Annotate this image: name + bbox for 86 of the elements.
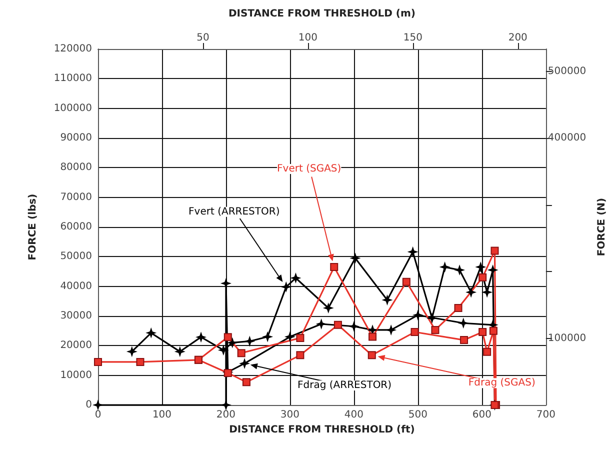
point: [478, 328, 487, 336]
x2-tick-label: 200: [508, 32, 528, 44]
point: [146, 327, 157, 338]
x-tick-label: 0: [94, 410, 102, 420]
y-tick-label: 50000: [60, 251, 92, 262]
y-tick-label: 0: [86, 400, 92, 410]
x-axis-title: DISTANCE FROM THRESHOLD (ft): [229, 424, 415, 436]
point: [334, 320, 342, 329]
point: [460, 336, 468, 344]
point: [262, 331, 274, 342]
point: [242, 378, 250, 386]
x2-tick-label: 150: [403, 32, 422, 44]
point: [482, 286, 493, 298]
x-tick-label: 100: [152, 410, 172, 420]
y2-tick-label: 500000: [548, 66, 586, 78]
point: [439, 262, 450, 273]
text: Fdrag (ARRESTOR): [298, 380, 392, 391]
point: [237, 349, 246, 358]
y-tick-label: 120000: [54, 44, 92, 54]
point: [412, 310, 424, 321]
point: [92, 400, 104, 410]
y2-axis-title: FORCE (N): [596, 198, 608, 256]
point: [431, 326, 440, 334]
point: [244, 336, 256, 347]
y-tick-label: 40000: [60, 280, 92, 292]
point: [368, 351, 376, 360]
y-tick-label: 30000: [60, 310, 92, 322]
x-tick-label: 500: [408, 410, 428, 420]
point: [382, 294, 393, 306]
point: [454, 264, 466, 276]
point: [386, 324, 397, 336]
point: [218, 344, 229, 356]
point: [475, 262, 486, 273]
point: [330, 263, 338, 272]
y2-tick-label: 100000: [548, 332, 586, 344]
point: [136, 358, 144, 366]
point: [490, 246, 499, 255]
point: [290, 272, 302, 284]
point: [280, 281, 292, 292]
x-tick-label: 300: [280, 410, 300, 420]
point: [220, 278, 232, 289]
point: [316, 318, 327, 330]
point: [410, 328, 419, 336]
point: [483, 348, 492, 356]
x2-axis-title: DISTANCE FROM THRESHOLD (m): [228, 8, 416, 20]
point: [348, 320, 360, 332]
point: [224, 333, 232, 342]
y-tick-label: 70000: [60, 192, 92, 203]
x-tick-label: 400: [344, 410, 364, 420]
y-tick-label: 10000: [60, 370, 92, 381]
point: [239, 358, 250, 369]
y-tick-label: 90000: [60, 132, 92, 144]
point: [94, 358, 102, 366]
x-tick-label: 600: [472, 410, 492, 420]
point: [284, 331, 296, 342]
x2-tick-label: 100: [298, 32, 318, 44]
y-tick-label: 80000: [60, 162, 92, 174]
y-tick-label: 60000: [60, 222, 92, 232]
point: [458, 318, 469, 329]
point: [466, 286, 477, 298]
point: [196, 332, 207, 343]
point: [126, 346, 138, 358]
point: [426, 312, 438, 324]
point: [402, 278, 410, 286]
x-tick-label: 700: [536, 410, 556, 420]
point: [478, 273, 487, 282]
x2-tick-label: 50: [196, 32, 210, 44]
point: [489, 326, 498, 335]
point: [226, 337, 238, 348]
point: [407, 246, 418, 258]
y2-tick-label: 400000: [548, 132, 586, 144]
text: Fvert (ARRESTOR): [188, 206, 280, 218]
point: [322, 302, 334, 314]
series-label: Fdrag (SGAS): [468, 378, 536, 389]
y-tick-label: 100000: [54, 102, 92, 114]
text: Fvert (SGAS): [277, 164, 342, 175]
point: [350, 252, 361, 264]
point: [174, 346, 186, 358]
point: [296, 334, 304, 342]
y-tick-label: 20000: [60, 340, 92, 352]
x-tick-label: 200: [216, 410, 236, 420]
y-tick-label: 110000: [54, 73, 92, 84]
point: [296, 351, 304, 360]
point: [368, 332, 377, 341]
point: [454, 304, 462, 312]
y-axis-title: FORCE (lbs): [28, 194, 38, 260]
